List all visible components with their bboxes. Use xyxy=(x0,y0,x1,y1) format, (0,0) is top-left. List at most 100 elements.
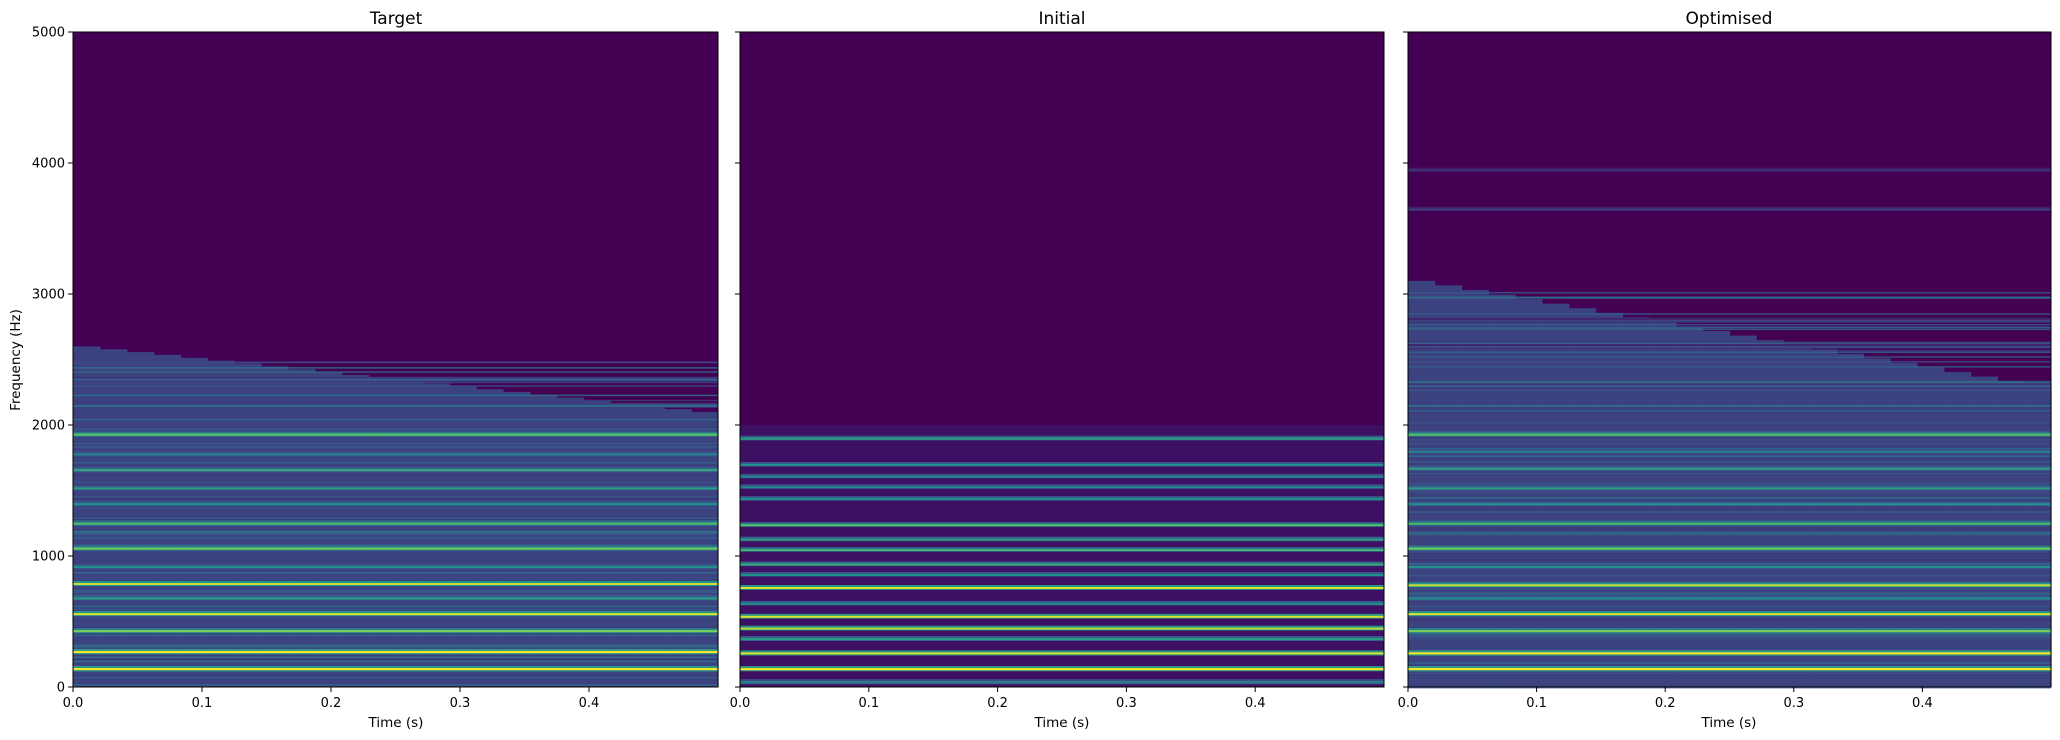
harmonic-band xyxy=(1408,613,2051,616)
texture-line xyxy=(73,530,718,533)
harmonic-band xyxy=(1408,433,2051,436)
x-tick-label: 0.4 xyxy=(1245,696,1266,711)
plot-frame xyxy=(739,31,1385,688)
texture-line xyxy=(73,684,718,686)
texture-line xyxy=(73,634,718,637)
harmonic-band xyxy=(73,503,718,506)
x-tick-label: 0.0 xyxy=(63,696,84,711)
y-axis-ticks: 0 1000 2000 3000 4000 5000 xyxy=(32,26,73,696)
texture-line xyxy=(1408,291,2051,294)
texture-line xyxy=(1408,443,2051,446)
harmonic-band xyxy=(1408,522,2051,525)
texture-line xyxy=(73,367,718,369)
texture-line xyxy=(73,665,718,667)
texture-line xyxy=(73,446,718,448)
texture-line xyxy=(1408,455,2051,457)
texture-line xyxy=(1408,356,2051,358)
panel-target: Target 0.0 0.1 0.2 0.3 0.4 0 1000 2000 3000 4000… xyxy=(8,9,719,731)
harmonic-band xyxy=(740,497,1384,500)
texture-line xyxy=(73,361,718,364)
harmonic-band xyxy=(1408,597,2051,600)
panel-initial: Initial 0.0 0.1 0.2 0.3 0.4 Time (s) xyxy=(730,9,1385,731)
texture-line xyxy=(73,626,718,629)
texture-line xyxy=(1408,499,2051,501)
harmonic-band xyxy=(1408,385,2051,388)
texture-line xyxy=(1408,511,2051,513)
texture-line xyxy=(73,608,718,611)
spectrogram-heatmap xyxy=(73,32,719,687)
texture-line xyxy=(73,474,718,476)
x-tick-label: 0.1 xyxy=(858,696,879,711)
texture-line xyxy=(1408,412,2051,414)
x-tick-label: 0.1 xyxy=(192,696,213,711)
harmonic-band xyxy=(73,547,718,550)
texture-line xyxy=(73,428,718,431)
harmonic-band xyxy=(1408,503,2051,506)
texture-line xyxy=(1408,559,2051,561)
harmonic-band xyxy=(1408,208,2051,211)
texture-line xyxy=(73,660,718,663)
harmonic-band xyxy=(73,487,718,490)
texture-line xyxy=(73,535,718,537)
harmonic-band xyxy=(1408,630,2051,633)
x-axis-ticks: 0.0 0.1 0.2 0.3 0.4 xyxy=(730,687,1266,711)
x-tick-label: 0.2 xyxy=(1655,696,1676,711)
texture-line xyxy=(73,670,718,673)
texture-line xyxy=(1408,389,2051,392)
texture-line xyxy=(73,481,718,484)
texture-line xyxy=(73,544,718,546)
harmonic-band xyxy=(740,563,1384,566)
texture-line xyxy=(73,463,718,465)
texture-line xyxy=(73,458,718,460)
texture-line xyxy=(73,417,718,420)
texture-line xyxy=(1408,605,2051,608)
panel-title: Optimised xyxy=(1686,9,1773,29)
harmonic-band xyxy=(73,566,718,569)
texture-line xyxy=(73,371,718,373)
x-tick-label: 0.3 xyxy=(450,696,471,711)
texture-line xyxy=(1408,681,2051,684)
harmonic-band xyxy=(740,652,1384,655)
texture-line xyxy=(1408,349,2051,352)
texture-line xyxy=(1408,552,2051,555)
texture-line xyxy=(73,442,718,445)
texture-line xyxy=(73,518,718,521)
x-axis-ticks: 0.0 0.1 0.2 0.3 0.4 xyxy=(63,687,600,711)
texture-line xyxy=(1408,528,2051,531)
harmonic-band xyxy=(1408,467,2051,470)
texture-line xyxy=(73,526,718,529)
harmonic-band xyxy=(740,602,1384,605)
x-tick-label: 0.4 xyxy=(579,696,600,711)
harmonic-band xyxy=(1408,169,2051,172)
texture-line xyxy=(73,640,718,643)
harmonic-band xyxy=(73,378,718,381)
harmonic-band xyxy=(1408,450,2051,453)
y-tick-label: 0 xyxy=(57,681,65,696)
texture-line xyxy=(1408,662,2051,664)
x-tick-label: 0.0 xyxy=(1398,696,1419,711)
texture-line xyxy=(73,507,718,509)
texture-line xyxy=(1408,574,2051,577)
texture-line xyxy=(1408,422,2051,424)
texture-line xyxy=(1408,679,2051,681)
y-tick-label: 5000 xyxy=(32,26,65,41)
texture-line xyxy=(73,605,718,608)
panel-title: Initial xyxy=(1038,9,1085,29)
y-axis-label: Frequency (Hz) xyxy=(8,309,24,411)
texture-line xyxy=(1408,296,2051,299)
texture-line xyxy=(1408,497,2051,499)
texture-line xyxy=(1408,461,2051,463)
texture-line xyxy=(1408,562,2051,565)
texture-line xyxy=(73,676,718,679)
harmonic-band xyxy=(740,586,1384,589)
texture-line xyxy=(1408,445,2051,447)
energy-region xyxy=(1917,367,1945,687)
energy-region xyxy=(261,366,289,687)
plot-frame xyxy=(72,31,719,688)
harmonic-band xyxy=(1408,584,2051,587)
harmonic-band xyxy=(740,549,1384,552)
harmonic-band xyxy=(73,453,718,456)
y-tick-label: 1000 xyxy=(32,550,65,565)
texture-line xyxy=(1408,341,2051,343)
texture-line xyxy=(1408,531,2051,534)
